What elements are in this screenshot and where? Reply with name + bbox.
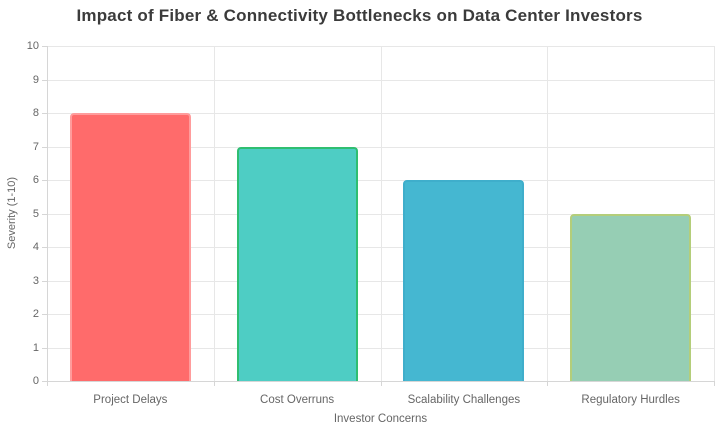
y-tick-mark: [42, 180, 47, 181]
v-gridline-3: [547, 46, 548, 381]
v-gridline-2: [381, 46, 382, 381]
y-tick-mark: [42, 213, 47, 215]
y-tick-label-8: 8: [32, 107, 39, 119]
x-tick-label-regulatory-hurdles: Regulatory Hurdles: [581, 394, 680, 406]
bar-project-delays[interactable]: [69, 113, 191, 381]
chart-title: Impact of Fiber & Connectivity Bottlenec…: [76, 6, 643, 25]
x-axis-title: Investor Concerns: [333, 413, 428, 425]
y-tick-label-2: 2: [32, 308, 39, 320]
y-tick-mark: [42, 347, 47, 349]
y-tick-label-0: 0: [32, 375, 39, 387]
y-tick-label-1: 1: [32, 341, 39, 354]
h-gridline-7: [47, 146, 714, 148]
y-tick-label-7: 7: [32, 140, 39, 153]
x-tick-label-project-delays: Project Delays: [93, 394, 168, 406]
y-tick-mark: [42, 280, 47, 282]
h-gridline-1: [47, 347, 714, 349]
y-tick-mark: [42, 314, 47, 315]
x-tick-mark: [714, 381, 715, 386]
h-gridline-5: [47, 213, 714, 215]
plot-area: [47, 46, 715, 382]
y-axis-title-text: Severity (1-10): [6, 176, 18, 250]
bar-cost-overruns[interactable]: [236, 146, 358, 381]
y-tick-label-6: 6: [32, 174, 39, 186]
y-axis-line: [47, 46, 48, 381]
y-tick-mark: [42, 113, 47, 114]
y-tick-mark: [42, 46, 47, 47]
y-tick-mark: [42, 146, 47, 148]
h-gridline-10: [47, 46, 714, 47]
x-tick-mark: [381, 381, 382, 386]
y-tick-mark: [42, 247, 47, 248]
bar-scalability-challenges[interactable]: [403, 180, 525, 381]
x-tick-mark: [47, 381, 48, 386]
h-gridline-6: [47, 180, 714, 181]
y-tick-label-4: 4: [32, 241, 39, 253]
x-tick-mark: [214, 381, 215, 386]
v-gridline-1: [214, 46, 215, 381]
x-tick-label-scalability-challenges: Scalability Challenges: [407, 394, 521, 406]
h-gridline-4: [47, 247, 714, 248]
y-tick-label-3: 3: [32, 274, 39, 287]
v-gridline-4: [714, 46, 715, 381]
y-tick-mark: [42, 79, 47, 81]
h-gridline-9: [47, 79, 714, 81]
h-gridline-2: [47, 314, 714, 315]
x-tick-mark: [547, 381, 548, 386]
y-tick-label-9: 9: [32, 73, 39, 86]
y-tick-label-10: 10: [26, 40, 39, 52]
y-tick-label-5: 5: [32, 207, 39, 220]
x-tick-label-cost-overruns: Cost Overruns: [260, 394, 335, 406]
bar-regulatory-hurdles[interactable]: [570, 213, 692, 381]
h-gridline-8: [47, 113, 714, 114]
h-gridline-3: [47, 280, 714, 282]
y-tick-mark: [42, 381, 47, 382]
